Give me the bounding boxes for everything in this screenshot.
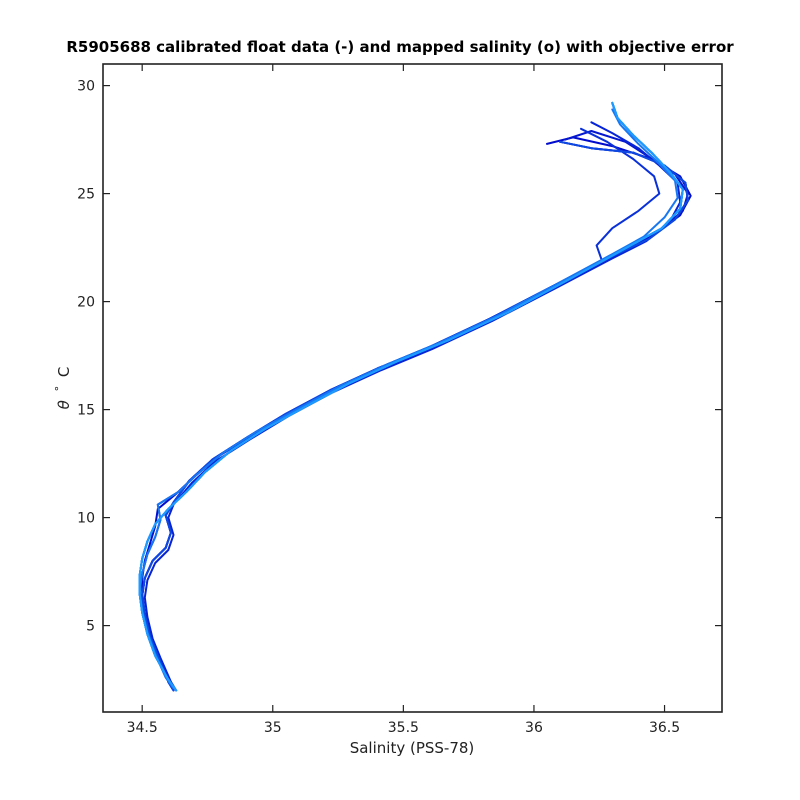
- profile-line-3: [138, 130, 689, 690]
- axis-ticks: 34.5 35 35.5 36 36.5 5 10 15 20 25 30: [77, 64, 722, 736]
- y-tick-label-4: 25: [77, 187, 95, 203]
- profile-line-2: [141, 136, 692, 690]
- profile-line-7: [141, 140, 689, 692]
- x-tick-label-2: 35.5: [388, 720, 419, 736]
- x-tick-label-0: 34.5: [127, 720, 158, 736]
- profile-line-11: [138, 108, 679, 690]
- y-axis-label-unit: C: [55, 367, 73, 377]
- y-tick-label-0: 5: [86, 619, 95, 635]
- y-tick-label-3: 20: [77, 295, 95, 311]
- profile-line-13: [138, 101, 684, 692]
- profile-line-9: [138, 101, 684, 692]
- chart-title: R5905688 calibrated float data (-) and m…: [66, 38, 734, 56]
- y-tick-label-1: 10: [77, 511, 95, 527]
- profile-line-12: [138, 101, 684, 692]
- y-axis-label: θ ° C: [49, 367, 73, 410]
- profile-line-10: [138, 101, 684, 692]
- plot-frame: [102, 63, 723, 713]
- profile-line-6: [141, 140, 689, 692]
- svg-text:θ ° C: θ ° C: [49, 367, 73, 410]
- profile-lines: [138, 101, 692, 692]
- x-axis-label: Salinity (PSS-78): [350, 739, 475, 757]
- x-tick-label-4: 36.5: [649, 720, 680, 736]
- profile-line-8: [138, 101, 684, 692]
- y-tick-label-2: 15: [77, 403, 95, 419]
- x-tick-label-3: 36: [525, 720, 543, 736]
- profile-line-5: [141, 127, 661, 692]
- x-tick-label-1: 35: [264, 720, 282, 736]
- profile-line-4: [143, 121, 682, 692]
- y-axis-label-symbol: θ: [55, 400, 73, 409]
- y-tick-label-5: 30: [77, 79, 95, 95]
- profile-line-1: [141, 140, 689, 692]
- degree-symbol: °: [53, 386, 66, 392]
- profile-line-14: [138, 101, 684, 692]
